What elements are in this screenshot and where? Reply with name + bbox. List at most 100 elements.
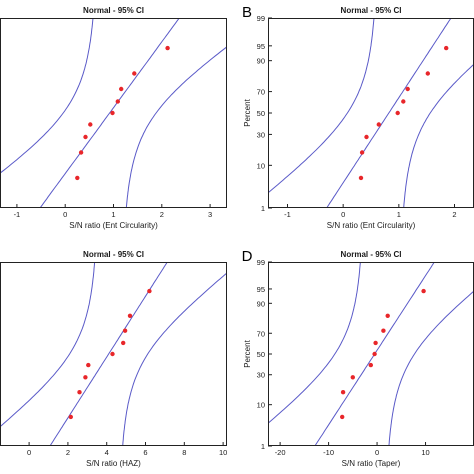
data-point — [376, 122, 381, 127]
x-axis-label: S/N ratio (Ent Circularity) — [69, 221, 158, 230]
data-point — [147, 288, 152, 294]
y-tick-label: 50 — [257, 109, 265, 118]
y-tick-label: 95 — [257, 42, 265, 51]
data-point — [88, 122, 93, 127]
data-point — [127, 313, 133, 318]
y-tick-label: 70 — [257, 329, 265, 338]
x-tick-label: -20 — [275, 448, 286, 457]
data-point — [77, 390, 82, 395]
fit-lines — [268, 18, 474, 208]
data-point — [425, 71, 430, 76]
y-tick-label: 70 — [257, 88, 265, 97]
data-point — [401, 99, 406, 104]
data-point — [340, 390, 346, 395]
x-tick-label: 1 — [111, 210, 115, 219]
x-tick-label: 0 — [27, 448, 31, 457]
data-point — [86, 362, 91, 368]
x-tick-label: 0 — [375, 448, 379, 457]
data-point — [395, 110, 400, 116]
data-point — [83, 134, 88, 140]
data-point — [385, 313, 390, 318]
plot-title: Normal - 95% CI — [341, 250, 402, 259]
y-tick-label: 1 — [261, 442, 265, 451]
x-axis-label: S/N ratio (Ent Circularity) — [327, 221, 416, 230]
y-tick-label: 90 — [257, 299, 265, 308]
data-point — [110, 110, 115, 116]
data-point — [373, 340, 378, 346]
y-tick-label: 50 — [257, 350, 265, 359]
data-point — [68, 414, 74, 420]
x-tick-label: 8 — [182, 448, 186, 457]
ci-lower-bound — [268, 18, 375, 194]
ci-lower-bound — [0, 262, 96, 428]
plot-title: Normal - 95% CI — [83, 6, 144, 15]
data-point — [165, 45, 170, 51]
ci-lower-bound — [0, 18, 94, 174]
plot-title: Normal - 95% CI — [341, 6, 402, 15]
data-point — [358, 175, 364, 181]
y-tick-label: 10 — [257, 401, 265, 410]
panel-label: D — [242, 248, 253, 265]
x-tick-label: 2 — [66, 448, 70, 457]
data-point — [132, 71, 137, 76]
x-tick-label: 3 — [208, 210, 212, 219]
ci-upper-bound — [403, 63, 474, 208]
data-points — [68, 288, 152, 420]
data-point — [364, 134, 369, 140]
data-point — [78, 150, 84, 155]
x-tick-label: 2 — [452, 210, 456, 219]
probability-plot-2: Normal - 95% CI 0 2 4 6 8 10 S/N ratio (HAZ) — [0, 250, 227, 468]
x-axis-label: S/N ratio (HAZ) — [86, 459, 141, 468]
y-tick-label: 30 — [257, 371, 265, 380]
x-tick-label: 1 — [397, 210, 401, 219]
y-tick-label: 10 — [257, 161, 265, 170]
data-point — [372, 351, 377, 357]
data-point — [421, 288, 426, 294]
panel-label: B — [242, 4, 252, 21]
y-tick-label: 30 — [257, 130, 265, 139]
data-point — [350, 375, 355, 380]
x-tick-label: 10 — [421, 448, 429, 457]
x-tick-label: 2 — [160, 210, 164, 219]
data-point — [122, 328, 128, 333]
y-tick-label: 95 — [257, 285, 265, 294]
probability-plot-1: Normal - 95% CI B -1 0 1 2 1 10 30 50 70 90 95 99 S/N … — [242, 4, 474, 230]
plot-frame — [268, 262, 474, 446]
y-tick-label: 90 — [257, 57, 265, 66]
fit-line — [326, 18, 452, 208]
fit-lines — [0, 262, 227, 446]
probability-plot-3: Normal - 95% CI D -20 -10 0 10 1 10 30 50 70 90 95 99… — [242, 248, 474, 468]
data-point — [359, 150, 365, 155]
data-point — [121, 340, 126, 346]
data-points — [75, 45, 170, 181]
fit-lines — [0, 18, 227, 208]
x-tick-label: -10 — [323, 448, 334, 457]
data-point — [83, 375, 88, 380]
probability-plot-0: Normal - 95% CI -1 0 1 2 3 S/N ratio (Ent Circ… — [0, 6, 227, 230]
ci-upper-bound — [125, 46, 227, 208]
data-point — [340, 414, 345, 420]
x-tick-label: 4 — [105, 448, 109, 457]
x-tick-label: -1 — [284, 210, 291, 219]
data-points — [340, 288, 426, 420]
x-tick-label: 10 — [219, 448, 227, 457]
data-point — [115, 99, 121, 104]
ci-upper-bound — [122, 272, 227, 446]
plot-title: Normal - 95% CI — [83, 250, 144, 259]
x-tick-label: 0 — [341, 210, 345, 219]
x-tick-label: 0 — [63, 210, 67, 219]
ci-upper-bound — [388, 290, 474, 446]
fit-line — [49, 262, 168, 446]
y-tick-label: 99 — [257, 258, 265, 267]
data-point — [75, 175, 80, 181]
data-point — [444, 45, 449, 51]
data-point — [405, 86, 410, 92]
data-points — [358, 45, 449, 181]
x-tick-label: -1 — [14, 210, 21, 219]
data-point — [381, 328, 386, 333]
y-tick-label: 1 — [261, 204, 265, 213]
x-tick-label: 6 — [143, 448, 147, 457]
y-tick-label: 99 — [257, 14, 265, 23]
y-axis-label: Percent — [243, 339, 252, 367]
